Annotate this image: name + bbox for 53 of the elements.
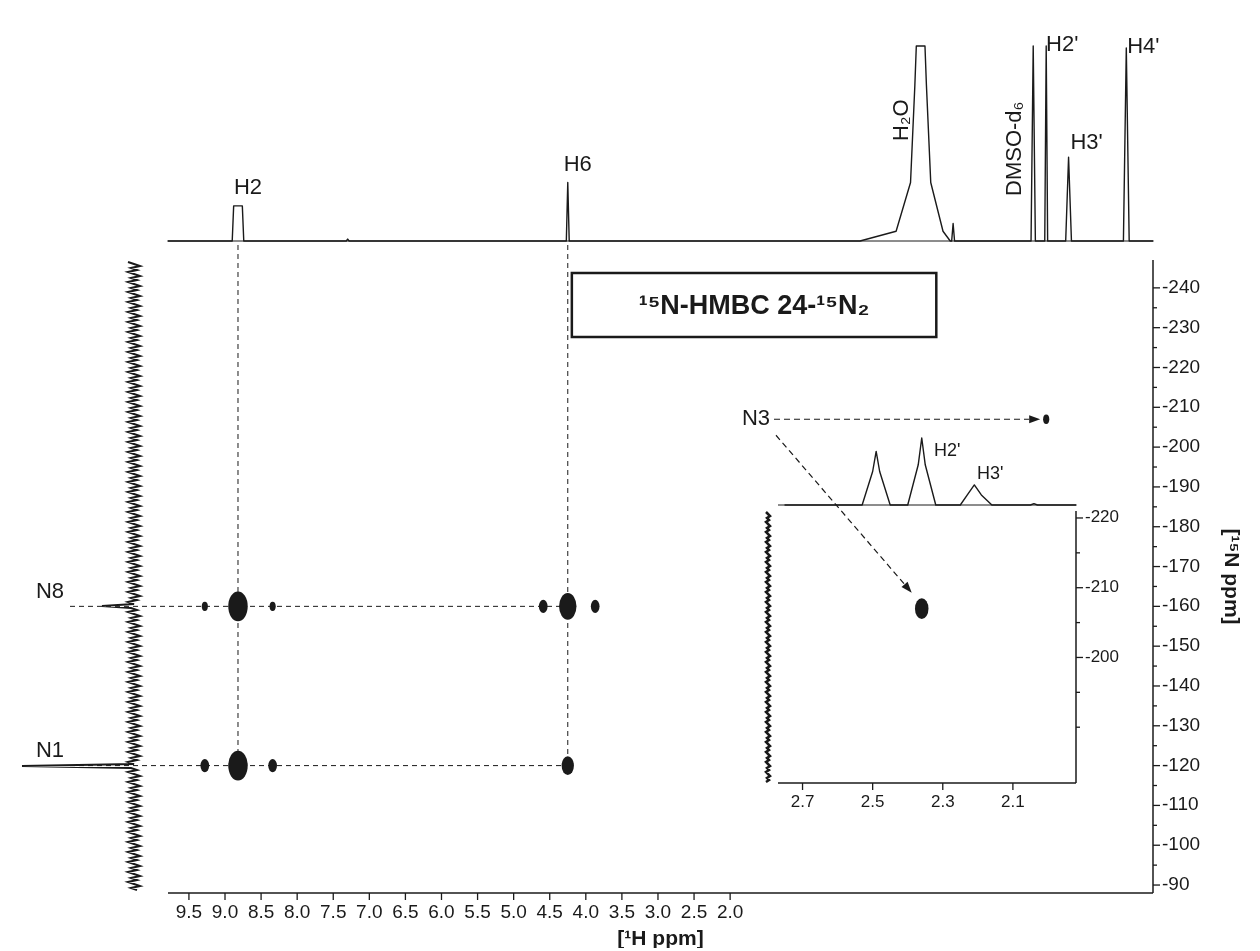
annotation: H2: [233, 173, 263, 199]
y-tick-label: -180: [1162, 514, 1201, 536]
y-tick-label: -150: [1162, 634, 1201, 656]
x-tick-label: 6.0: [428, 901, 455, 923]
annotation: H2': [934, 440, 961, 460]
x-tick-label: 5.5: [464, 901, 491, 923]
x-tick-label: 7.0: [356, 901, 383, 923]
annotation: H₂O: [887, 99, 913, 141]
x-tick-label: 2.5: [860, 791, 885, 811]
x-tick-label: 6.5: [392, 901, 419, 923]
y-axis-title: [¹⁵N ppm]: [1221, 528, 1244, 625]
y-tick-label: -140: [1162, 674, 1201, 695]
y-tick-label: -220: [1162, 355, 1201, 377]
y-tick-label: -240: [1162, 275, 1201, 297]
x-tick-label: 8.5: [247, 901, 275, 923]
y-tick-label: -100: [1162, 833, 1201, 855]
text: ¹⁵N-HMBC 24-¹⁵N₂: [638, 290, 870, 320]
ref-line-label: N8: [35, 578, 64, 604]
x-tick-label: 4.5: [536, 901, 563, 923]
x-tick-label: 2.5: [680, 901, 708, 923]
y-tick-label: -210: [1085, 577, 1120, 597]
x-tick-label: 8.0: [283, 901, 311, 923]
x-tick-label: 3.0: [644, 901, 672, 923]
x-tick-label: 3.5: [608, 901, 636, 923]
y-tick-label: -130: [1162, 713, 1201, 735]
y-tick-label: -210: [1162, 395, 1201, 417]
y-tick-label: -220: [1085, 507, 1120, 527]
y-tick-label: -160: [1162, 594, 1201, 616]
y-tick-label: -200: [1162, 435, 1201, 457]
x-tick-label: 9.0: [211, 901, 239, 923]
x-tick-label: 9.5: [175, 901, 203, 923]
ref-line-label: N1: [35, 737, 64, 763]
y-tick-label: -200: [1085, 646, 1120, 666]
x-tick-label: 2.7: [790, 791, 815, 811]
annotation: N3: [741, 405, 770, 431]
annotation: H3': [1070, 129, 1103, 155]
x-tick-label: 2.1: [1001, 791, 1025, 811]
x-tick-label: 5.0: [500, 901, 527, 923]
y-tick-label: -190: [1162, 474, 1201, 496]
x-tick-label: 2.3: [930, 791, 955, 811]
y-tick-label: -120: [1162, 753, 1201, 775]
annotation: H6: [563, 150, 592, 176]
x-tick-label: 4.0: [572, 901, 600, 923]
x-tick-label: 2.0: [716, 901, 744, 923]
y-tick-label: -110: [1162, 793, 1199, 815]
annotation: H3': [977, 462, 1004, 483]
x-tick-label: 7.5: [320, 901, 347, 923]
annotation: H4': [1127, 32, 1160, 58]
annotation: H2': [1046, 31, 1079, 56]
y-tick-label: -230: [1162, 315, 1201, 337]
annotation: DMSO-d₆: [1001, 101, 1027, 196]
y-tick-label: -90: [1162, 873, 1190, 895]
y-tick-label: -170: [1162, 554, 1201, 576]
